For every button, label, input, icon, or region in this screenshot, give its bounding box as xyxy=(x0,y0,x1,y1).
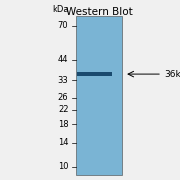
Text: 70: 70 xyxy=(58,21,68,30)
FancyBboxPatch shape xyxy=(76,16,122,175)
FancyBboxPatch shape xyxy=(77,72,112,76)
Text: 14: 14 xyxy=(58,138,68,147)
Text: 10: 10 xyxy=(58,163,68,172)
Text: 26: 26 xyxy=(58,93,68,102)
Text: 33: 33 xyxy=(58,76,68,85)
Text: 36kDa: 36kDa xyxy=(164,70,180,79)
Text: kDa: kDa xyxy=(52,5,68,14)
Text: 44: 44 xyxy=(58,55,68,64)
Text: 22: 22 xyxy=(58,105,68,114)
Text: Western Blot: Western Blot xyxy=(66,7,132,17)
Text: 18: 18 xyxy=(58,120,68,129)
